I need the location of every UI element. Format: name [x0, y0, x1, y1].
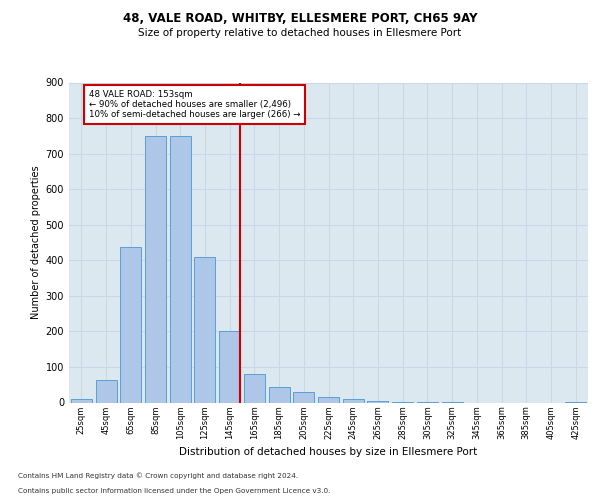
Bar — [194, 256, 215, 402]
Text: Contains HM Land Registry data © Crown copyright and database right 2024.: Contains HM Land Registry data © Crown c… — [18, 472, 298, 479]
Bar — [343, 399, 364, 402]
Bar — [293, 392, 314, 402]
Text: Contains public sector information licensed under the Open Government Licence v3: Contains public sector information licen… — [18, 488, 331, 494]
Bar — [367, 400, 388, 402]
Bar — [71, 399, 92, 402]
Text: 48, VALE ROAD, WHITBY, ELLESMERE PORT, CH65 9AY: 48, VALE ROAD, WHITBY, ELLESMERE PORT, C… — [123, 12, 477, 26]
X-axis label: Distribution of detached houses by size in Ellesmere Port: Distribution of detached houses by size … — [179, 448, 478, 458]
Text: 48 VALE ROAD: 153sqm
← 90% of detached houses are smaller (2,496)
10% of semi-de: 48 VALE ROAD: 153sqm ← 90% of detached h… — [89, 90, 300, 120]
Bar — [219, 332, 240, 402]
Bar — [244, 374, 265, 402]
Bar — [95, 380, 116, 402]
Y-axis label: Number of detached properties: Number of detached properties — [31, 166, 41, 320]
Bar — [170, 136, 191, 402]
Bar — [145, 136, 166, 402]
Bar — [269, 386, 290, 402]
Text: Size of property relative to detached houses in Ellesmere Port: Size of property relative to detached ho… — [139, 28, 461, 38]
Bar — [120, 247, 141, 402]
Bar — [318, 397, 339, 402]
